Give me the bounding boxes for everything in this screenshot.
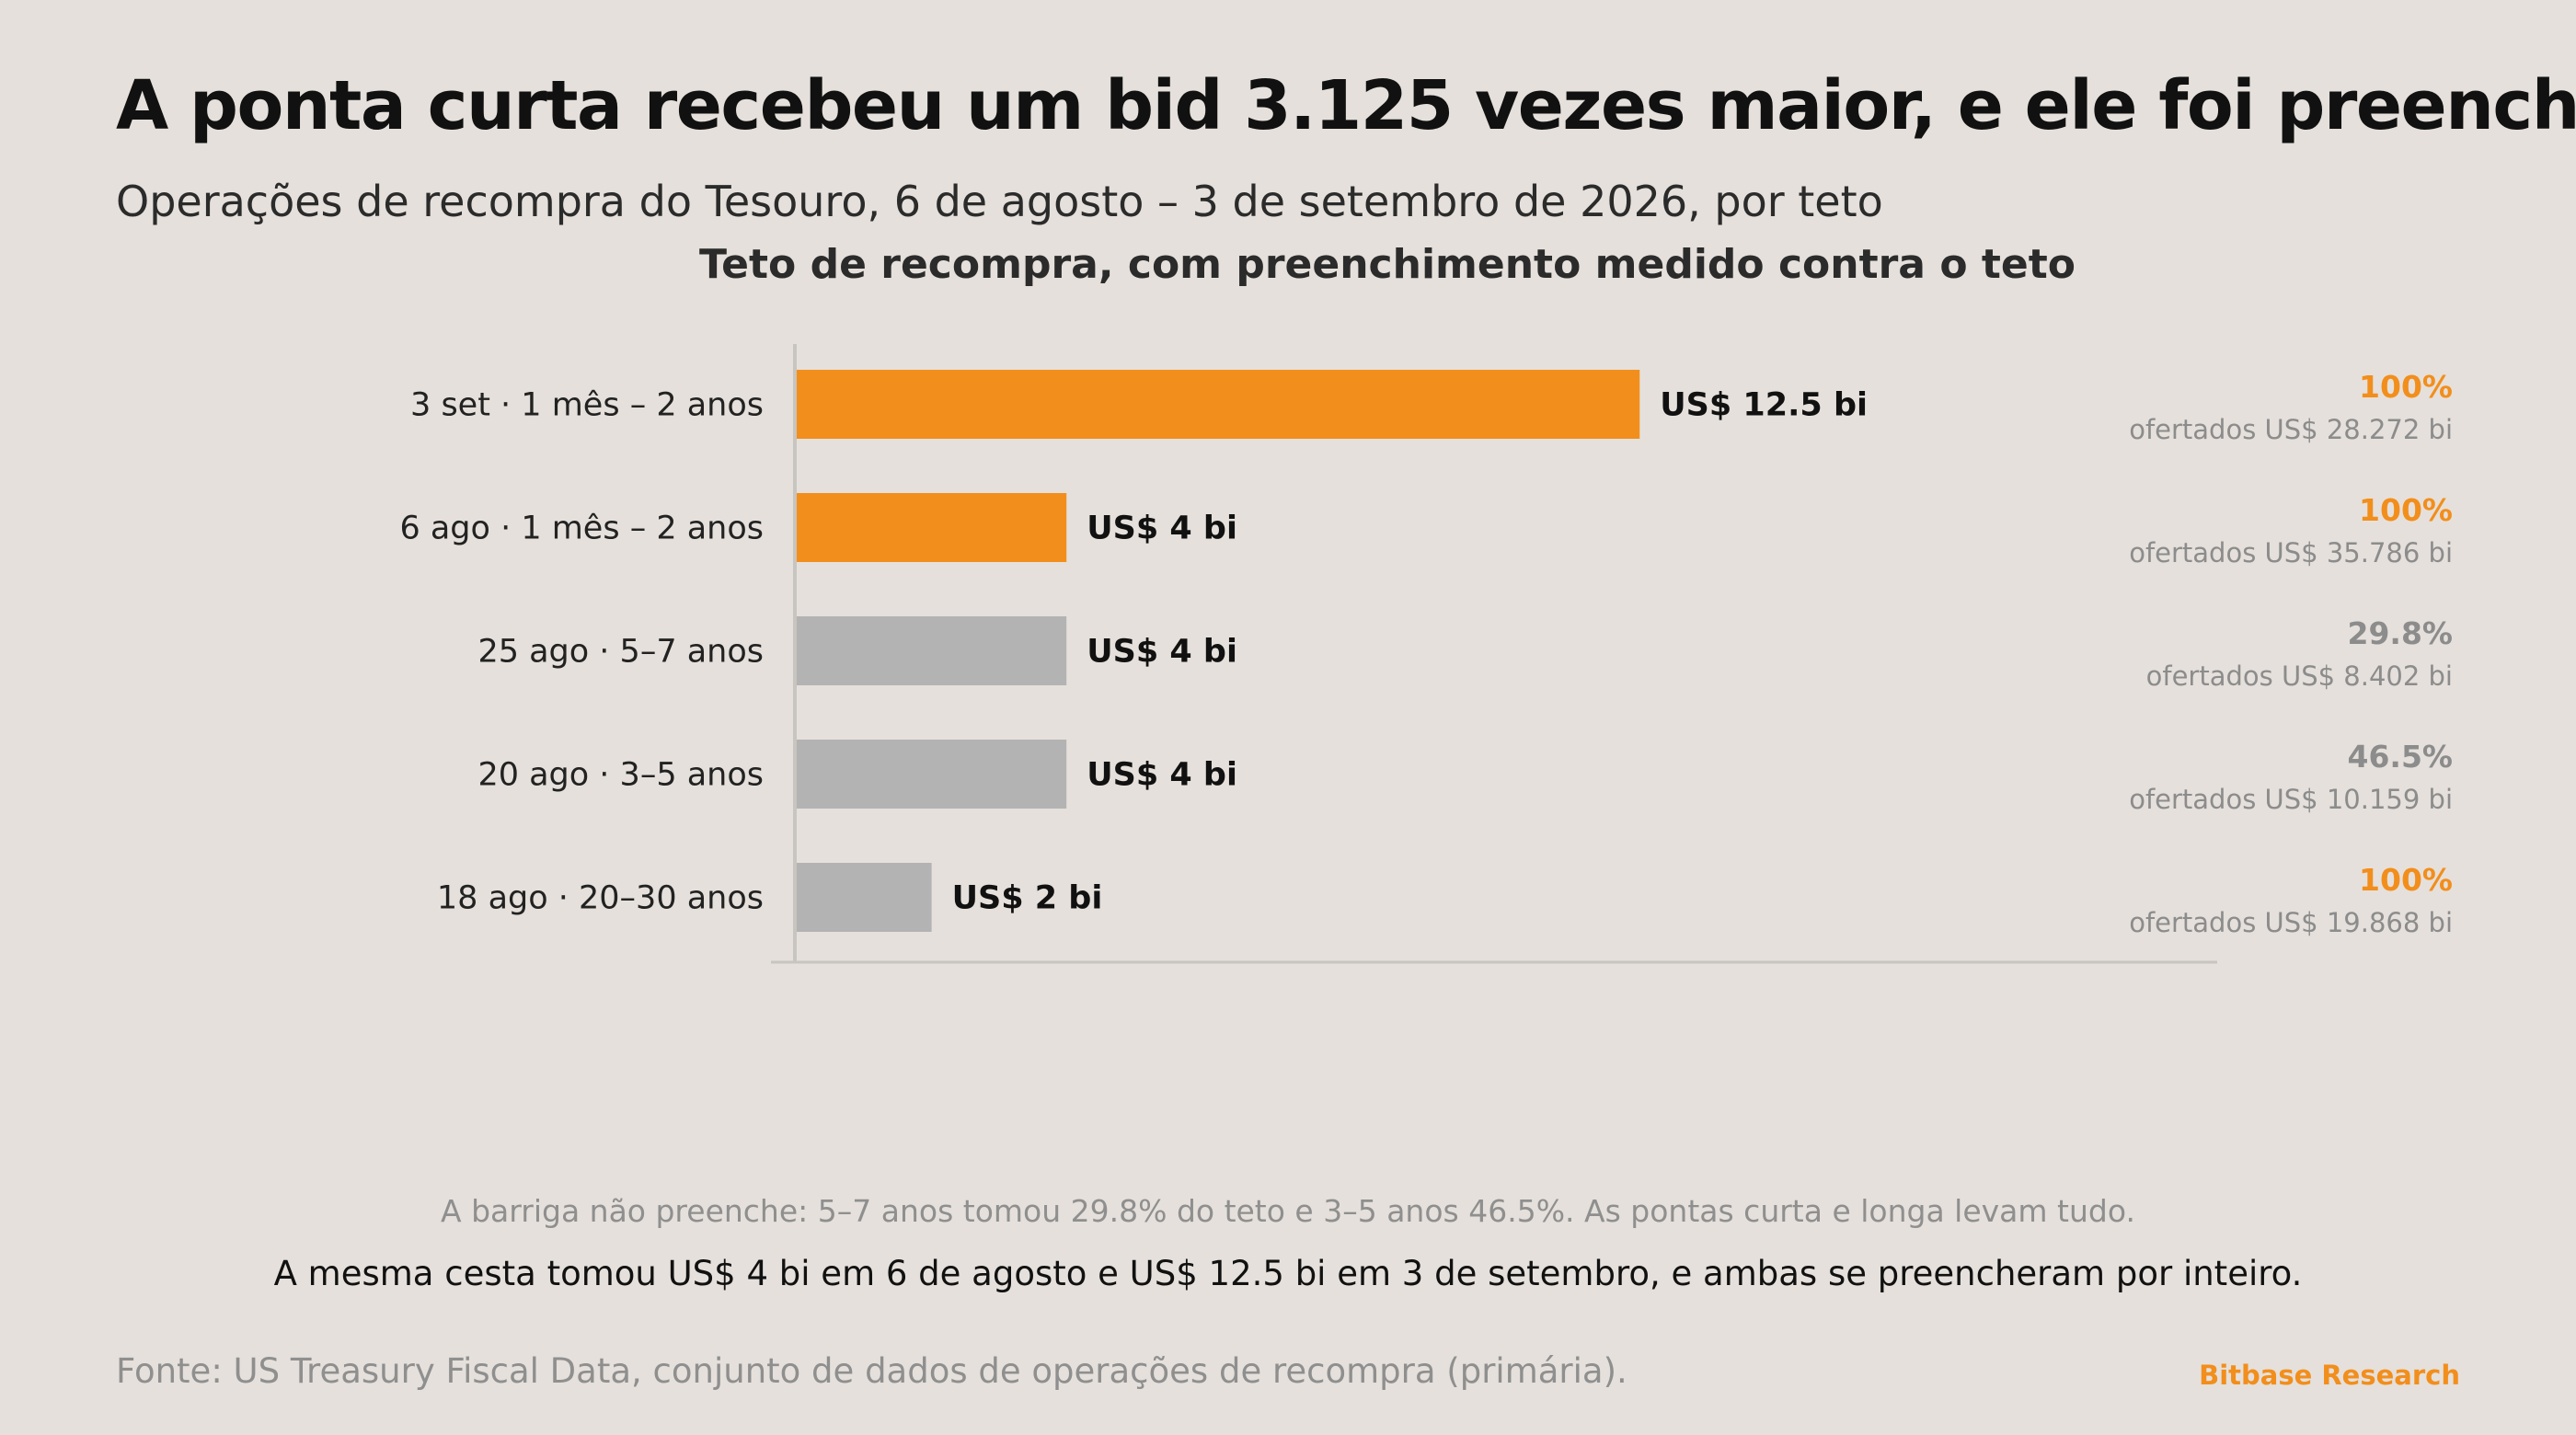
chart-takeaway: A mesma cesta tomou US$ 4 bi em 6 de ago…	[273, 1254, 2303, 1293]
fill-percent-label: 46.5%	[2348, 739, 2454, 775]
offered-amount-label: ofertados US$ 10.159 bi	[2129, 784, 2453, 815]
offered-amount-label: ofertados US$ 19.868 bi	[2129, 907, 2453, 938]
bar-chart: 3 set · 1 mês – 2 anos US$ 12.5 bi 100% ofe…	[399, 344, 2454, 964]
brand-logo-text: Bitbase Research	[2199, 1360, 2460, 1391]
category-label: 25 ago · 5–7 anos	[477, 634, 764, 671]
bar	[797, 370, 1640, 439]
offered-amount-label: ofertados US$ 28.272 bi	[2129, 414, 2453, 445]
bar-value-label: US$ 12.5 bi	[1660, 387, 1868, 424]
category-label: 6 ago · 1 mês – 2 anos	[399, 511, 764, 547]
category-label: 20 ago · 3–5 anos	[477, 757, 764, 794]
page-title: A ponta curta recebeu um bid 3.125 vezes…	[116, 66, 2576, 145]
fill-percent-label: 100%	[2359, 862, 2453, 898]
page-subtitle: Operações de recompra do Tesouro, 6 de a…	[116, 177, 1883, 226]
bar	[797, 616, 1067, 685]
chart-title: Teto de recompra, com preenchimento medi…	[699, 241, 2076, 288]
category-label: 18 ago · 20–30 anos	[437, 880, 764, 917]
fill-percent-label: 100%	[2359, 369, 2453, 405]
fill-percent-label: 29.8%	[2348, 615, 2454, 651]
bar-value-label: US$ 4 bi	[1087, 634, 1237, 671]
bar-value-label: US$ 2 bi	[952, 880, 1103, 917]
offered-amount-label: ofertados US$ 35.786 bi	[2129, 537, 2453, 568]
bar	[797, 863, 932, 932]
category-label: 3 set · 1 mês – 2 anos	[410, 387, 764, 424]
bar-value-label: US$ 4 bi	[1087, 757, 1237, 794]
offered-amount-label: ofertados US$ 8.402 bi	[2146, 660, 2453, 692]
bar-value-label: US$ 4 bi	[1087, 511, 1237, 547]
source-note: Fonte: US Treasury Fiscal Data, conjunto…	[116, 1351, 1627, 1391]
bar	[797, 493, 1067, 562]
fill-percent-label: 100%	[2359, 492, 2453, 528]
chart-note: A barriga não preenche: 5–7 anos tomou 2…	[441, 1193, 2135, 1229]
bar	[797, 740, 1067, 809]
